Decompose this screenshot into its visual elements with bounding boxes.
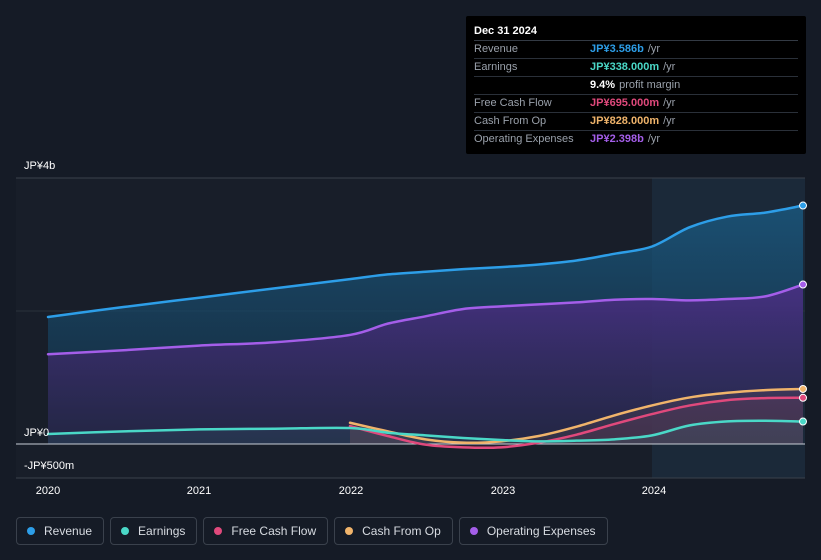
operating-expenses-line [46, 283, 805, 356]
free-cash-flow-line [348, 396, 805, 450]
operating-expenses-end-marker [799, 280, 807, 289]
tooltip-value: JP¥2.398b [590, 133, 644, 145]
tooltip-row-revenue: Revenue JP¥3.586b /yr [474, 41, 798, 59]
data-tooltip: Dec 31 2024 Revenue JP¥3.586b /yr Earnin… [466, 16, 806, 154]
cash-from-op-line [348, 387, 805, 445]
legend-dot-icon [214, 527, 223, 535]
y-label-bottom: -JP¥500m [24, 460, 75, 472]
cfo-area [350, 388, 803, 444]
tooltip-value: JP¥828.000m [590, 115, 660, 127]
legend-dot-icon [121, 527, 130, 535]
chart-legend: Revenue Earnings Free Cash Flow Cash Fro… [16, 517, 608, 547]
legend-dot-icon [469, 527, 478, 535]
tooltip-value: 9.4% [590, 79, 616, 91]
legend-label: Earnings [138, 524, 186, 538]
x-tick-2024: 2024 [641, 485, 667, 497]
legend-item-revenue[interactable]: Revenue [16, 517, 105, 545]
legend-label: Revenue [44, 524, 93, 538]
x-tick-2021: 2021 [186, 485, 212, 497]
tooltip-unit: /yr [663, 97, 676, 109]
tooltip-row-earnings: Earnings JP¥338.000m /yr [474, 59, 798, 77]
legend-label: Cash From Op [362, 524, 441, 538]
tooltip-row-cfo: Cash From Op JP¥828.000m /yr [474, 113, 798, 131]
tooltip-value: JP¥3.586b [590, 43, 644, 55]
tooltip-unit: /yr [647, 43, 661, 55]
opex-area [48, 284, 803, 444]
tooltip-unit: /yr [663, 115, 676, 127]
tooltip-unit: /yr [663, 61, 676, 73]
tooltip-label: Operating Expenses [474, 133, 574, 145]
y-label-top: JP¥4b [24, 160, 56, 172]
earnings-line [46, 419, 805, 443]
revenue-line [46, 204, 805, 319]
legend-item-cash-from-op[interactable]: Cash From Op [334, 517, 453, 545]
tooltip-unit: /yr [647, 133, 661, 145]
legend-item-earnings[interactable]: Earnings [110, 517, 198, 545]
tooltip-row-fcf: Free Cash Flow JP¥695.000m /yr [474, 95, 798, 113]
legend-dot-icon [27, 527, 35, 535]
tooltip-value: JP¥338.000m [590, 61, 660, 73]
tooltip-row-margin: 9.4% profit margin [474, 77, 798, 95]
legend-label: Free Cash Flow [231, 524, 317, 538]
tooltip-unit: profit margin [619, 79, 681, 91]
tooltip-value: JP¥695.000m [590, 97, 660, 109]
x-tick-2023: 2023 [490, 485, 516, 497]
x-tick-2020: 2020 [35, 485, 61, 497]
tooltip-label [474, 77, 590, 94]
tooltip-date: Dec 31 2024 [474, 22, 798, 41]
y-label-zero: JP¥0 [24, 427, 50, 439]
earnings-area [48, 420, 803, 444]
x-tick-2022: 2022 [338, 485, 364, 497]
tooltip-label: Cash From Op [474, 115, 547, 127]
tooltip-label: Earnings [474, 61, 518, 73]
earnings-end-marker [799, 417, 807, 426]
legend-item-free-cash-flow[interactable]: Free Cash Flow [203, 517, 329, 545]
revenue-end-marker [799, 201, 807, 210]
free-cash-flow-end-marker [799, 393, 807, 402]
fcf-area [350, 397, 803, 448]
tooltip-label: Free Cash Flow [474, 97, 552, 109]
legend-label: Operating Expenses [486, 524, 596, 538]
legend-dot-icon [345, 527, 354, 535]
tooltip-row-opex: Operating Expenses JP¥2.398b /yr [474, 131, 798, 148]
legend-item-operating-expenses[interactable]: Operating Expenses [458, 517, 608, 545]
cash-from-op-end-marker [799, 384, 807, 393]
tooltip-label: Revenue [474, 43, 519, 55]
